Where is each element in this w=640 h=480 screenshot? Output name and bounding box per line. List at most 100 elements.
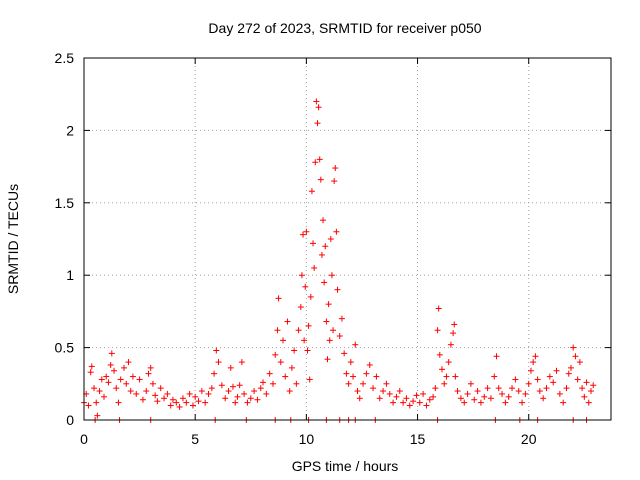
data-point	[420, 390, 427, 397]
data-point	[380, 388, 387, 395]
data-point	[370, 385, 377, 392]
data-point	[383, 380, 390, 387]
data-point	[550, 379, 557, 386]
data-point	[512, 376, 519, 383]
data-point	[176, 403, 183, 410]
data-point	[108, 350, 115, 357]
data-point	[363, 370, 370, 377]
data-point	[311, 264, 318, 271]
data-point	[103, 373, 110, 380]
data-point	[293, 380, 300, 387]
data-point	[499, 390, 506, 397]
data-point	[298, 272, 305, 279]
data-point	[315, 104, 322, 111]
data-point	[457, 395, 464, 402]
data-point	[101, 393, 108, 400]
data-point	[123, 380, 130, 387]
data-point	[195, 398, 202, 405]
data-point	[300, 231, 307, 238]
data-point	[98, 376, 105, 383]
data-point	[323, 318, 330, 325]
data-point	[125, 359, 132, 366]
data-point	[464, 390, 471, 397]
x-tick-label: 15	[410, 431, 426, 447]
data-point	[536, 388, 543, 395]
data-point	[505, 393, 512, 400]
data-point	[288, 364, 295, 371]
data-point	[540, 395, 547, 402]
x-tick-label: 10	[299, 431, 315, 447]
chart-title: Day 272 of 2023, SRMTID for receiver p05…	[208, 20, 481, 36]
data-point	[186, 390, 193, 397]
data-point	[179, 395, 186, 402]
data-point	[322, 243, 329, 250]
data-point	[354, 388, 361, 395]
data-point	[232, 399, 239, 406]
data-point	[326, 337, 333, 344]
data-point	[445, 359, 452, 366]
data-point	[149, 380, 156, 387]
data-point	[560, 399, 567, 406]
data-point	[579, 385, 586, 392]
data-point	[585, 399, 592, 406]
data-point	[567, 364, 574, 371]
data-point	[403, 395, 410, 402]
data-point	[211, 370, 218, 377]
data-point	[251, 388, 258, 395]
data-point	[390, 399, 397, 406]
data-point	[164, 390, 171, 397]
data-point	[244, 399, 251, 406]
data-point	[493, 353, 500, 360]
data-point	[435, 305, 442, 312]
data-point	[396, 388, 403, 395]
data-point	[96, 388, 103, 395]
data-point	[330, 327, 337, 334]
data-point	[218, 382, 225, 389]
data-point	[553, 367, 560, 374]
data-point	[173, 399, 180, 406]
data-point	[145, 370, 152, 377]
data-point	[307, 293, 314, 300]
data-point	[257, 385, 264, 392]
data-point	[266, 370, 273, 377]
data-point	[301, 337, 308, 344]
data-point	[491, 373, 498, 380]
data-point	[572, 353, 579, 360]
data-point	[350, 373, 357, 380]
data-point	[338, 315, 345, 322]
data-point	[532, 353, 539, 360]
data-point	[139, 396, 146, 403]
data-point	[284, 318, 291, 325]
data-point	[169, 396, 176, 403]
data-point	[352, 341, 359, 348]
x-tick-label: 20	[521, 431, 537, 447]
data-point	[208, 385, 215, 392]
data-point	[461, 399, 468, 406]
data-point	[236, 382, 243, 389]
data-point	[393, 393, 400, 400]
data-point	[343, 370, 350, 377]
data-point	[161, 395, 168, 402]
data-points	[81, 98, 597, 423]
data-point	[147, 364, 154, 371]
data-point	[295, 327, 302, 334]
data-point	[332, 165, 339, 172]
data-point	[474, 388, 481, 395]
data-point	[133, 390, 140, 397]
data-point	[154, 398, 161, 405]
data-point	[215, 359, 222, 366]
data-point	[587, 388, 594, 395]
data-point	[450, 330, 457, 337]
data-point	[471, 396, 478, 403]
data-point	[318, 251, 325, 258]
data-point	[213, 347, 220, 354]
data-point	[227, 364, 234, 371]
data-point	[238, 359, 245, 366]
data-point	[430, 393, 437, 400]
ticks	[83, 57, 611, 421]
data-point	[312, 159, 319, 166]
data-point	[373, 373, 380, 380]
data-point	[316, 156, 323, 163]
data-point	[530, 359, 537, 366]
